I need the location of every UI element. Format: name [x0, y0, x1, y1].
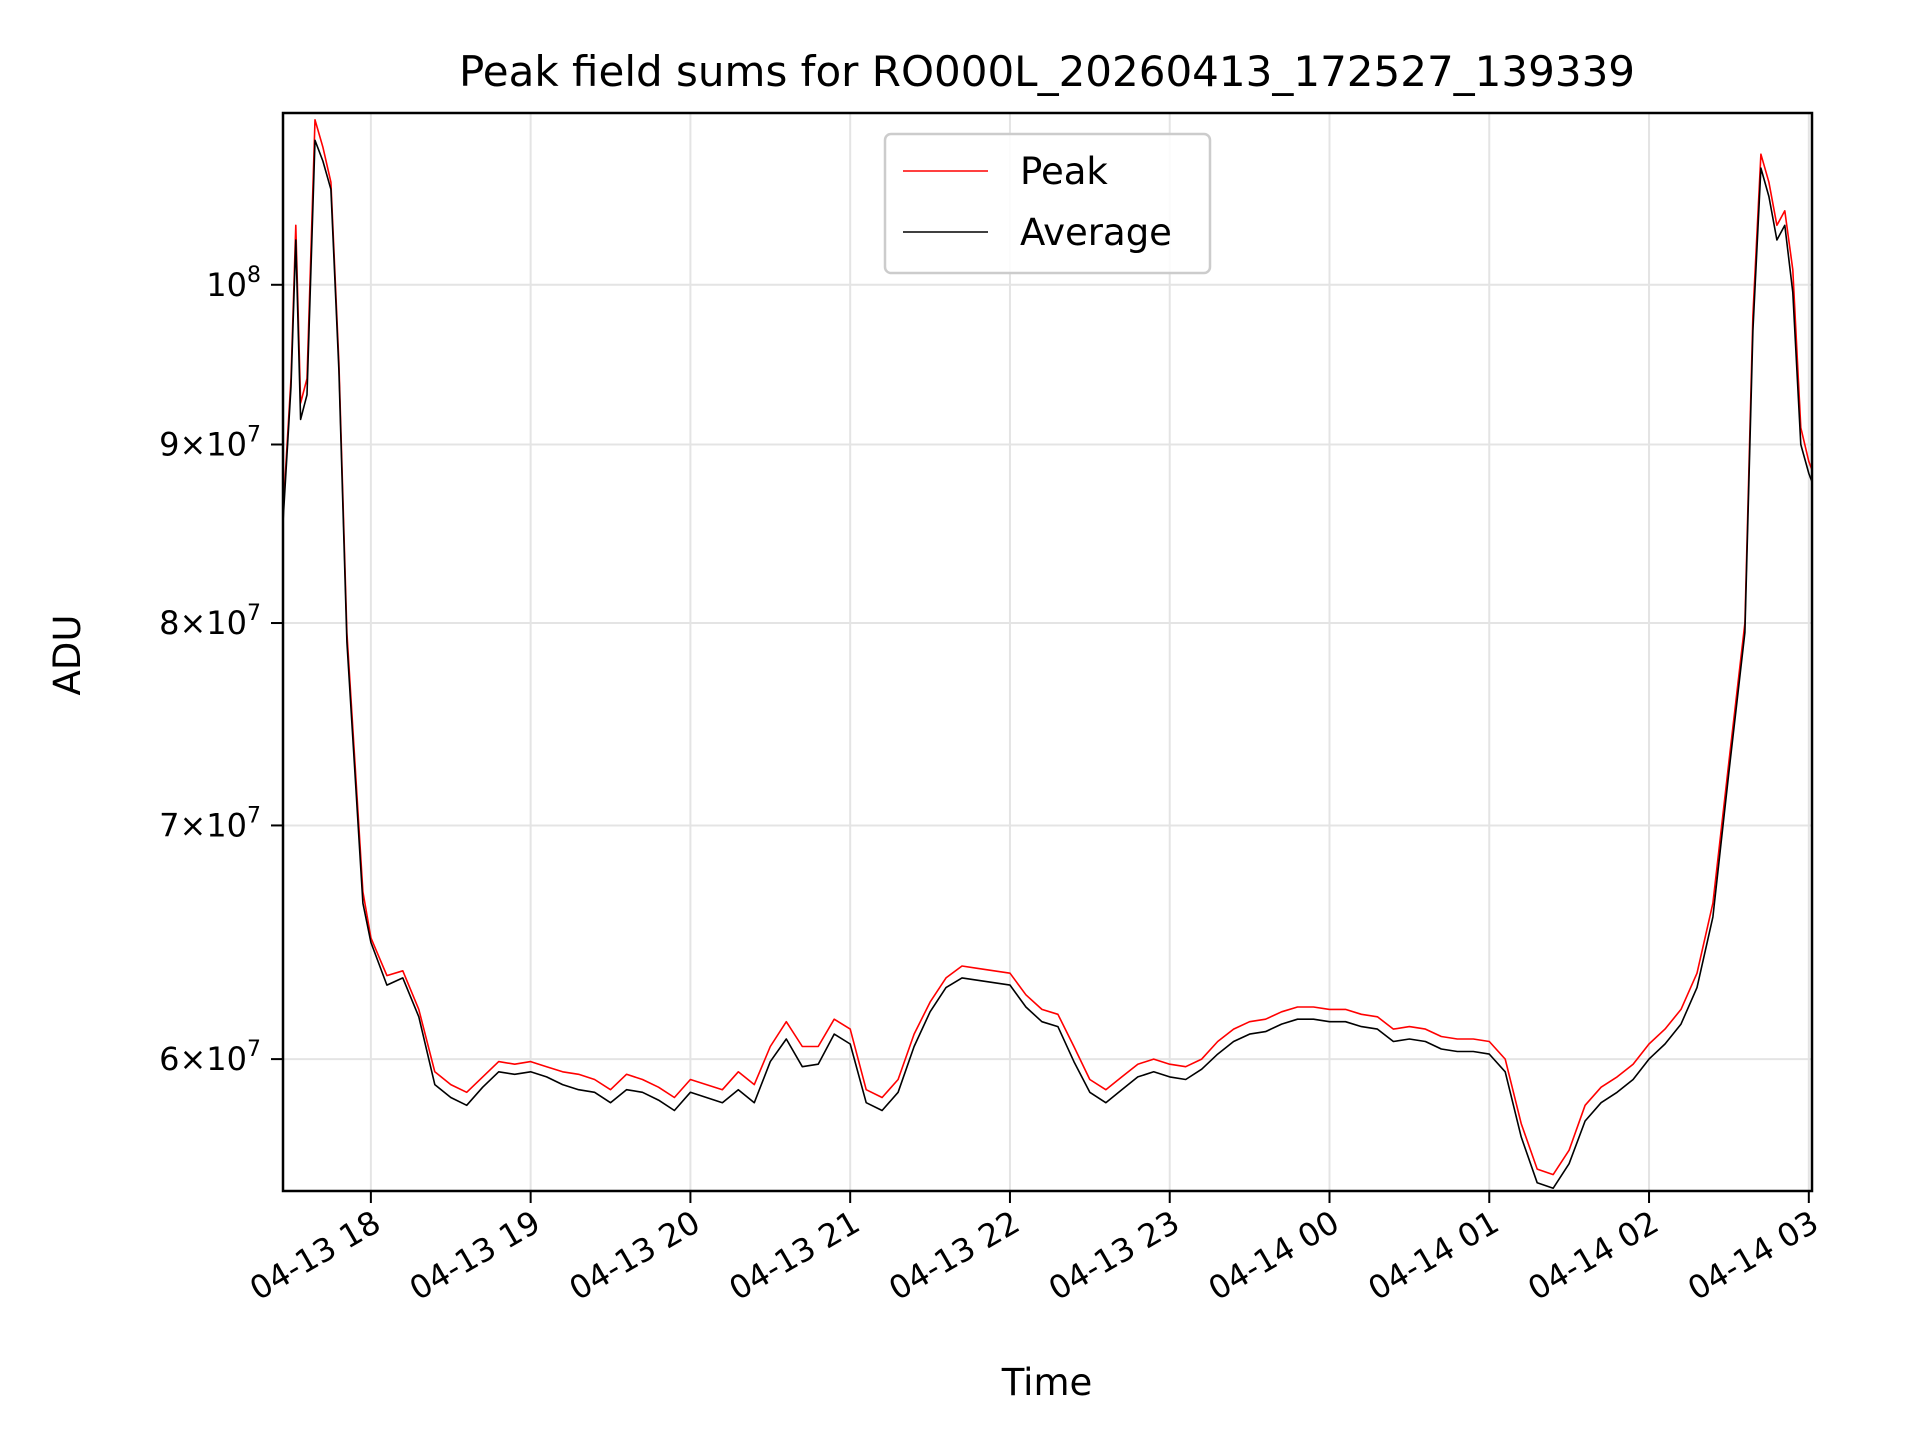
- y-tick-label: 7×107: [159, 803, 261, 844]
- plot-area: [283, 119, 1812, 1189]
- y-tick-label: 108: [206, 263, 261, 304]
- series-line-peak: [283, 119, 1812, 1176]
- y-tick-label: 9×107: [159, 422, 261, 463]
- plot-frame: [281, 111, 1814, 1193]
- grid: [283, 113, 1812, 1191]
- x-axis-label: Time: [1001, 1361, 1093, 1404]
- y-axis: 6×107 7×107 8×107 9×107 108: [159, 263, 283, 1078]
- legend: Peak Average: [883, 132, 1212, 275]
- y-tick-label: 6×107: [159, 1037, 261, 1078]
- y-axis-label: ADU: [46, 615, 89, 696]
- legend-frame: [883, 132, 1212, 275]
- series-line-average: [283, 139, 1812, 1189]
- y-tick-label: 8×107: [159, 601, 261, 642]
- legend-peak-label: Peak: [1020, 150, 1108, 193]
- chart-title: Peak field sums for RO000L_20260413_1725…: [459, 47, 1635, 96]
- legend-average-label: Average: [1020, 211, 1172, 254]
